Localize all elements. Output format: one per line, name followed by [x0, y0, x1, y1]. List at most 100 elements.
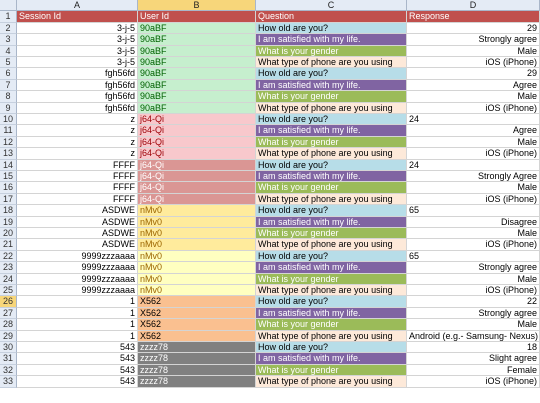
cell-response[interactable]: 24 [407, 159, 540, 171]
row-number[interactable]: 30 [0, 342, 17, 354]
row-number[interactable]: 3 [0, 34, 17, 46]
cell-session-id[interactable]: ASDWE [17, 205, 138, 217]
cell-session-id[interactable]: 3-j-5 [17, 57, 138, 69]
cell-user-id[interactable]: 90aBF [138, 34, 256, 46]
cell-response[interactable]: 29 [407, 68, 540, 80]
row-number[interactable]: 19 [0, 216, 17, 228]
cell-question[interactable]: What type of phone are you using [256, 330, 407, 342]
cell-session-id[interactable]: z [17, 125, 138, 137]
cell-response[interactable]: Agree [407, 125, 540, 137]
row-number[interactable]: 31 [0, 353, 17, 365]
cell-user-id[interactable]: zzzz78 [138, 353, 256, 365]
cell-response[interactable]: Agree [407, 79, 540, 92]
cell-user-id[interactable]: nMv0 [138, 262, 256, 274]
cell-response[interactable]: 22 [407, 296, 540, 308]
cell-response[interactable]: 24 [407, 114, 540, 126]
cell-response[interactable]: Female [407, 364, 540, 377]
row-number[interactable]: 17 [0, 193, 17, 206]
cell-user-id[interactable]: 90aBF [138, 22, 256, 35]
cell-session-id[interactable]: FFFF [17, 182, 138, 194]
cell-question[interactable]: What type of phone are you using [256, 376, 407, 388]
header-user-id[interactable]: User Id [138, 11, 256, 23]
row-number[interactable]: 26 [0, 296, 17, 308]
cell-question[interactable]: I am satisfied with my life. [256, 125, 407, 137]
cell-user-id[interactable]: nMv0 [138, 216, 256, 228]
cell-response[interactable]: Strongly agree [407, 34, 540, 46]
cell-question[interactable]: How old are you? [256, 159, 407, 171]
cell-question[interactable]: I am satisfied with my life. [256, 216, 407, 228]
row-number[interactable]: 33 [0, 376, 17, 388]
cell-response[interactable]: Male [407, 91, 540, 103]
cell-user-id[interactable]: j64-Qi [138, 148, 256, 160]
cell-user-id[interactable]: X562 [138, 330, 256, 342]
cell-user-id[interactable]: nMv0 [138, 273, 256, 285]
cell-session-id[interactable]: FFFF [17, 159, 138, 171]
cell-user-id[interactable]: zzzz78 [138, 342, 256, 354]
row-number[interactable]: 4 [0, 45, 17, 57]
cell-response[interactable]: iOS (iPhone) [407, 57, 540, 69]
cell-user-id[interactable]: 90aBF [138, 102, 256, 114]
cell-session-id[interactable]: ASDWE [17, 228, 138, 240]
cell-user-id[interactable]: nMv0 [138, 205, 256, 217]
cell-user-id[interactable]: 90aBF [138, 68, 256, 80]
cell-user-id[interactable]: nMv0 [138, 228, 256, 240]
cell-session-id[interactable]: fgh56fd [17, 102, 138, 114]
cell-response[interactable]: Male [407, 136, 540, 149]
cell-question[interactable]: How old are you? [256, 342, 407, 354]
cell-session-id[interactable]: z [17, 148, 138, 160]
header-session-id[interactable]: Session Id [17, 11, 138, 23]
row-number[interactable]: 12 [0, 136, 17, 149]
cell-session-id[interactable]: ASDWE [17, 216, 138, 228]
cell-question[interactable]: How old are you? [256, 296, 407, 308]
cell-response[interactable]: Male [407, 228, 540, 240]
row-number[interactable]: 7 [0, 79, 17, 92]
row-number[interactable]: 8 [0, 91, 17, 103]
cell-question[interactable]: I am satisfied with my life. [256, 79, 407, 92]
cell-user-id[interactable]: j64-Qi [138, 159, 256, 171]
cell-question[interactable]: What type of phone are you using [256, 193, 407, 206]
cell-user-id[interactable]: nMv0 [138, 285, 256, 297]
cell-question[interactable]: What is your gender [256, 228, 407, 240]
cell-session-id[interactable]: z [17, 114, 138, 126]
row-number[interactable]: 9 [0, 102, 17, 114]
cell-user-id[interactable]: 90aBF [138, 45, 256, 57]
cell-user-id[interactable]: zzzz78 [138, 376, 256, 388]
header-question[interactable]: Question [256, 11, 407, 23]
cell-question[interactable]: What is your gender [256, 319, 407, 331]
cell-session-id[interactable]: 1 [17, 330, 138, 342]
row-number[interactable]: 2 [0, 22, 17, 35]
cell-session-id[interactable]: FFFF [17, 193, 138, 206]
cell-response[interactable]: iOS (iPhone) [407, 102, 540, 114]
cell-response[interactable]: Strongly Agree [407, 171, 540, 183]
row-number[interactable]: 32 [0, 364, 17, 377]
row-number[interactable]: 11 [0, 125, 17, 137]
cell-response[interactable]: 29 [407, 22, 540, 35]
cell-question[interactable]: How old are you? [256, 250, 407, 263]
row-number[interactable]: 27 [0, 307, 17, 320]
cell-session-id[interactable]: 543 [17, 376, 138, 388]
row-number[interactable]: 5 [0, 57, 17, 69]
cell-session-id[interactable]: 9999zzzaaaa [17, 250, 138, 263]
row-number[interactable]: 23 [0, 262, 17, 274]
cell-response[interactable]: iOS (iPhone) [407, 148, 540, 160]
row-number[interactable]: 1 [0, 11, 17, 23]
cell-question[interactable]: How old are you? [256, 68, 407, 80]
cell-session-id[interactable]: 9999zzzaaaa [17, 273, 138, 285]
row-number[interactable]: 6 [0, 68, 17, 80]
cell-question[interactable]: What type of phone are you using [256, 148, 407, 160]
cell-response[interactable]: Male [407, 45, 540, 57]
cell-response[interactable]: Male [407, 319, 540, 331]
cell-user-id[interactable]: j64-Qi [138, 136, 256, 149]
row-number[interactable]: 14 [0, 159, 17, 171]
column-header-d[interactable]: D [407, 0, 540, 12]
cell-response[interactable]: iOS (iPhone) [407, 239, 540, 251]
row-number[interactable]: 24 [0, 273, 17, 285]
cell-question[interactable]: I am satisfied with my life. [256, 307, 407, 320]
cell-response[interactable]: Male [407, 182, 540, 194]
cell-question[interactable]: What type of phone are you using [256, 102, 407, 114]
cell-response[interactable]: Android (e.g.- Samsung- Nexus) [407, 330, 540, 342]
cell-question[interactable]: How old are you? [256, 114, 407, 126]
row-number[interactable]: 20 [0, 228, 17, 240]
cell-session-id[interactable]: 3-j-5 [17, 34, 138, 46]
cell-question[interactable]: How old are you? [256, 205, 407, 217]
